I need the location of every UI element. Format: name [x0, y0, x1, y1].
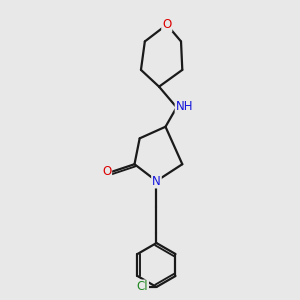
Text: O: O: [162, 18, 171, 31]
Text: Cl: Cl: [136, 280, 148, 293]
Text: O: O: [102, 166, 111, 178]
Text: N: N: [152, 175, 161, 188]
Text: NH: NH: [176, 100, 193, 112]
